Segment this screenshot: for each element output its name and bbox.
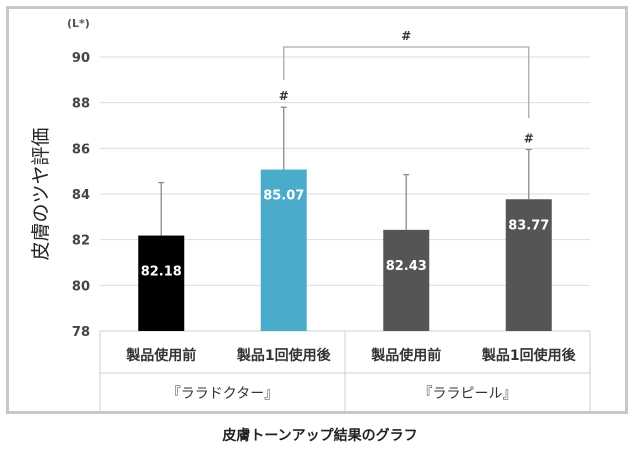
significance-mark: # [401,29,411,43]
group-label: 『ララピール』 [419,386,517,402]
bar [505,199,552,331]
x-tick-label: 製品使用前 [370,347,441,364]
y-unit-label: (L*) [67,17,90,30]
figure-caption: 皮膚トーンアップ結果のグラフ [222,428,418,444]
y-tick-label: 84 [72,188,90,203]
data-label: 83.77 [508,218,549,233]
y-tick-label: 80 [72,279,90,294]
x-tick-label: 製品1回使用後 [481,347,577,364]
y-tick-label: 82 [72,234,90,249]
y-tick-label: 90 [72,51,90,66]
x-tick-label: 製品使用前 [125,347,196,364]
significance-mark: # [524,131,534,145]
significance-mark: # [279,89,289,103]
y-tick-label: 88 [72,97,90,112]
data-label: 82.43 [386,259,427,274]
bar [138,235,185,331]
bar [260,169,307,331]
y-axis-title: 皮膚のツヤ評価 [30,127,52,260]
y-tick-label: 86 [72,142,90,157]
bar-chart: 78 80 82 84 86 88 90 (L*) 皮膚のツヤ評価 82.18 製品使用前 85.07… [30,17,591,411]
x-tick-label: 製品1回使用後 [236,347,332,364]
data-label: 82.18 [141,265,182,280]
group-label: 『ララドクター』 [167,386,278,402]
comparison-bracket [283,46,530,118]
y-tick-label: 78 [72,325,90,340]
bar [383,229,430,331]
data-label: 85.07 [263,189,304,204]
